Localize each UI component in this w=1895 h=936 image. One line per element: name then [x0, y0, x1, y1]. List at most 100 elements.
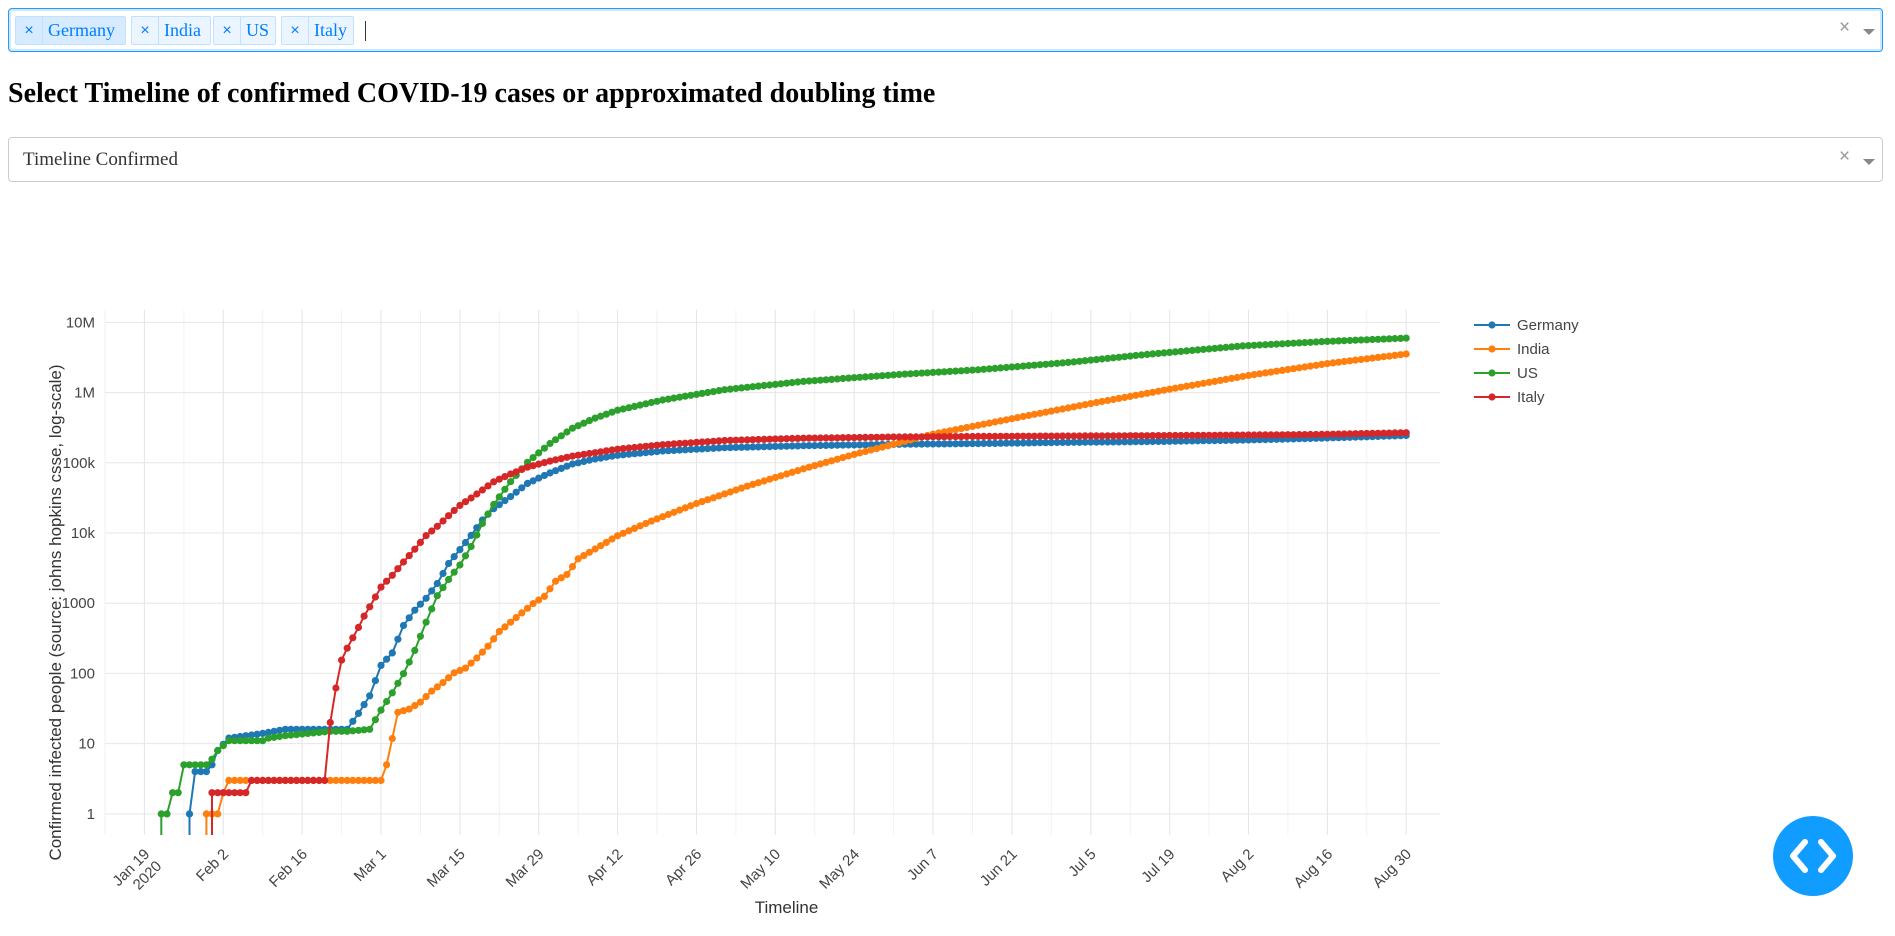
data-point [726, 436, 734, 444]
data-point [935, 368, 943, 376]
data-point [1216, 344, 1224, 352]
data-point [1357, 336, 1365, 344]
data-point [366, 603, 374, 611]
data-point [253, 730, 261, 738]
data-point [354, 776, 363, 784]
data-point [895, 439, 903, 447]
remove-tag-us-icon[interactable]: × [214, 17, 241, 44]
data-point [1374, 335, 1382, 343]
data-point [1194, 437, 1202, 445]
data-point [771, 473, 779, 482]
data-point [456, 546, 464, 554]
data-point [1171, 384, 1179, 392]
data-point [523, 463, 532, 471]
remove-tag-india-icon[interactable]: × [132, 17, 159, 44]
data-point [1380, 429, 1388, 437]
chevron-down-icon[interactable] [1863, 29, 1875, 35]
clear-all-icon[interactable]: × [1839, 17, 1851, 38]
data-point [614, 406, 622, 414]
timeline-select[interactable]: Timeline Confirmed × [8, 137, 1883, 182]
data-point [811, 442, 819, 450]
remove-tag-italy-icon[interactable]: × [282, 17, 309, 44]
data-point [1374, 429, 1382, 437]
data-point [1301, 431, 1309, 439]
remove-tag-germany-icon[interactable]: × [16, 17, 43, 44]
data-point [383, 697, 391, 706]
data-point [1346, 336, 1354, 345]
data-point [563, 570, 571, 579]
data-point [1256, 370, 1264, 378]
data-point [405, 658, 413, 666]
data-point [968, 422, 977, 430]
data-point [1160, 349, 1168, 357]
data-point [1047, 439, 1055, 447]
data-point [495, 627, 503, 636]
chevron-down-icon[interactable] [1863, 159, 1875, 165]
data-point [799, 377, 808, 385]
data-point [287, 776, 295, 784]
data-point [985, 365, 994, 373]
data-point [1013, 432, 1022, 440]
data-point [568, 563, 577, 571]
data-point [405, 614, 413, 622]
data-point [1025, 432, 1033, 440]
data-point [461, 664, 470, 672]
data-point [692, 445, 701, 453]
y-tick-label: 10M [66, 314, 95, 331]
data-point [721, 436, 729, 445]
data-point [242, 737, 250, 745]
data-point [1025, 362, 1033, 370]
data-point [805, 434, 813, 442]
data-point [597, 412, 605, 420]
data-point [923, 433, 932, 441]
data-point [980, 420, 988, 428]
data-point [1363, 355, 1371, 363]
data-point [1121, 432, 1129, 440]
data-point [850, 450, 858, 458]
data-point [467, 531, 475, 539]
data-point [901, 433, 909, 441]
data-point [828, 457, 836, 465]
code-toggle-button[interactable] [1773, 816, 1853, 896]
data-point [957, 433, 965, 441]
data-point [1098, 355, 1106, 363]
clear-selection-icon[interactable]: × [1839, 146, 1851, 167]
country-multiselect[interactable]: × Germany × India × US × Italy × [8, 8, 1883, 52]
data-point [839, 441, 847, 449]
data-point [1087, 438, 1095, 446]
data-point [619, 451, 627, 459]
tag-italy: × Italy [281, 16, 354, 45]
data-point [231, 737, 239, 745]
data-point [1239, 431, 1247, 439]
data-point [1391, 335, 1399, 343]
x-tick-label: Feb 16 [266, 846, 311, 891]
data-point [1188, 437, 1196, 445]
data-point [687, 439, 695, 447]
data-point [467, 542, 475, 551]
data-point [1008, 439, 1016, 447]
data-point [377, 661, 385, 669]
data-point [1064, 358, 1072, 366]
y-tick-label: 1M [74, 385, 95, 402]
data-point [1340, 357, 1348, 366]
data-point [1278, 366, 1286, 374]
data-point [788, 434, 796, 443]
data-point [591, 449, 599, 457]
data-point [1211, 431, 1219, 439]
data-point [647, 517, 656, 525]
data-point [1154, 349, 1162, 357]
data-point [895, 433, 903, 441]
data-point [602, 447, 610, 455]
data-point [242, 789, 250, 797]
data-point [529, 600, 537, 608]
data-point [557, 464, 565, 472]
data-point [422, 693, 430, 701]
data-point [839, 454, 847, 462]
data-point [625, 450, 633, 458]
data-point [608, 452, 616, 460]
data-point [771, 435, 779, 443]
data-point [574, 459, 582, 467]
text-cursor[interactable] [365, 21, 366, 41]
data-point [478, 648, 486, 656]
x-tick-label: Apr 26 [662, 846, 705, 889]
